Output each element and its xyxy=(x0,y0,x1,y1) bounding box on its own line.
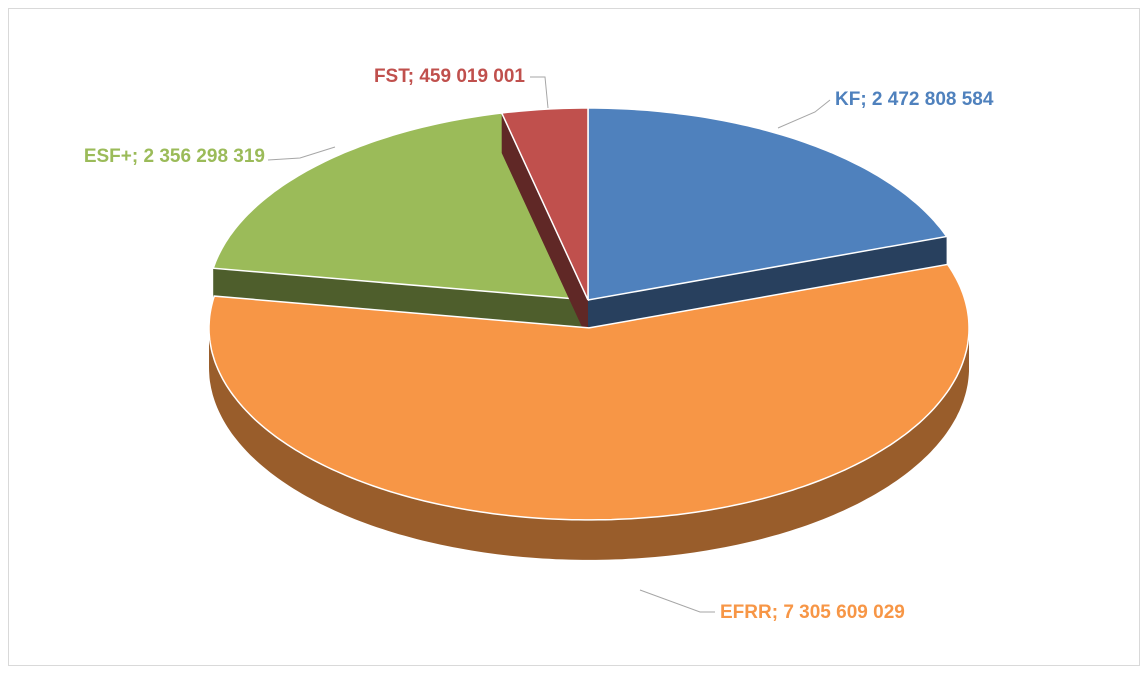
slice xyxy=(208,263,970,521)
data-label: KF; 2 472 808 584 xyxy=(835,89,994,110)
slice xyxy=(587,107,948,301)
leader-line xyxy=(639,589,715,613)
data-label: EFRR; 7 305 609 029 xyxy=(720,602,905,623)
leader-line xyxy=(530,76,549,109)
leader-line xyxy=(777,99,831,129)
data-label: FST; 459 019 001 xyxy=(374,66,525,87)
leader-line xyxy=(267,146,336,161)
slice xyxy=(212,112,590,301)
slice xyxy=(500,107,589,301)
data-label: ESF+; 2 356 298 319 xyxy=(84,146,265,167)
pie xyxy=(208,107,970,560)
slice-side xyxy=(209,327,969,560)
slice-side xyxy=(501,113,588,340)
